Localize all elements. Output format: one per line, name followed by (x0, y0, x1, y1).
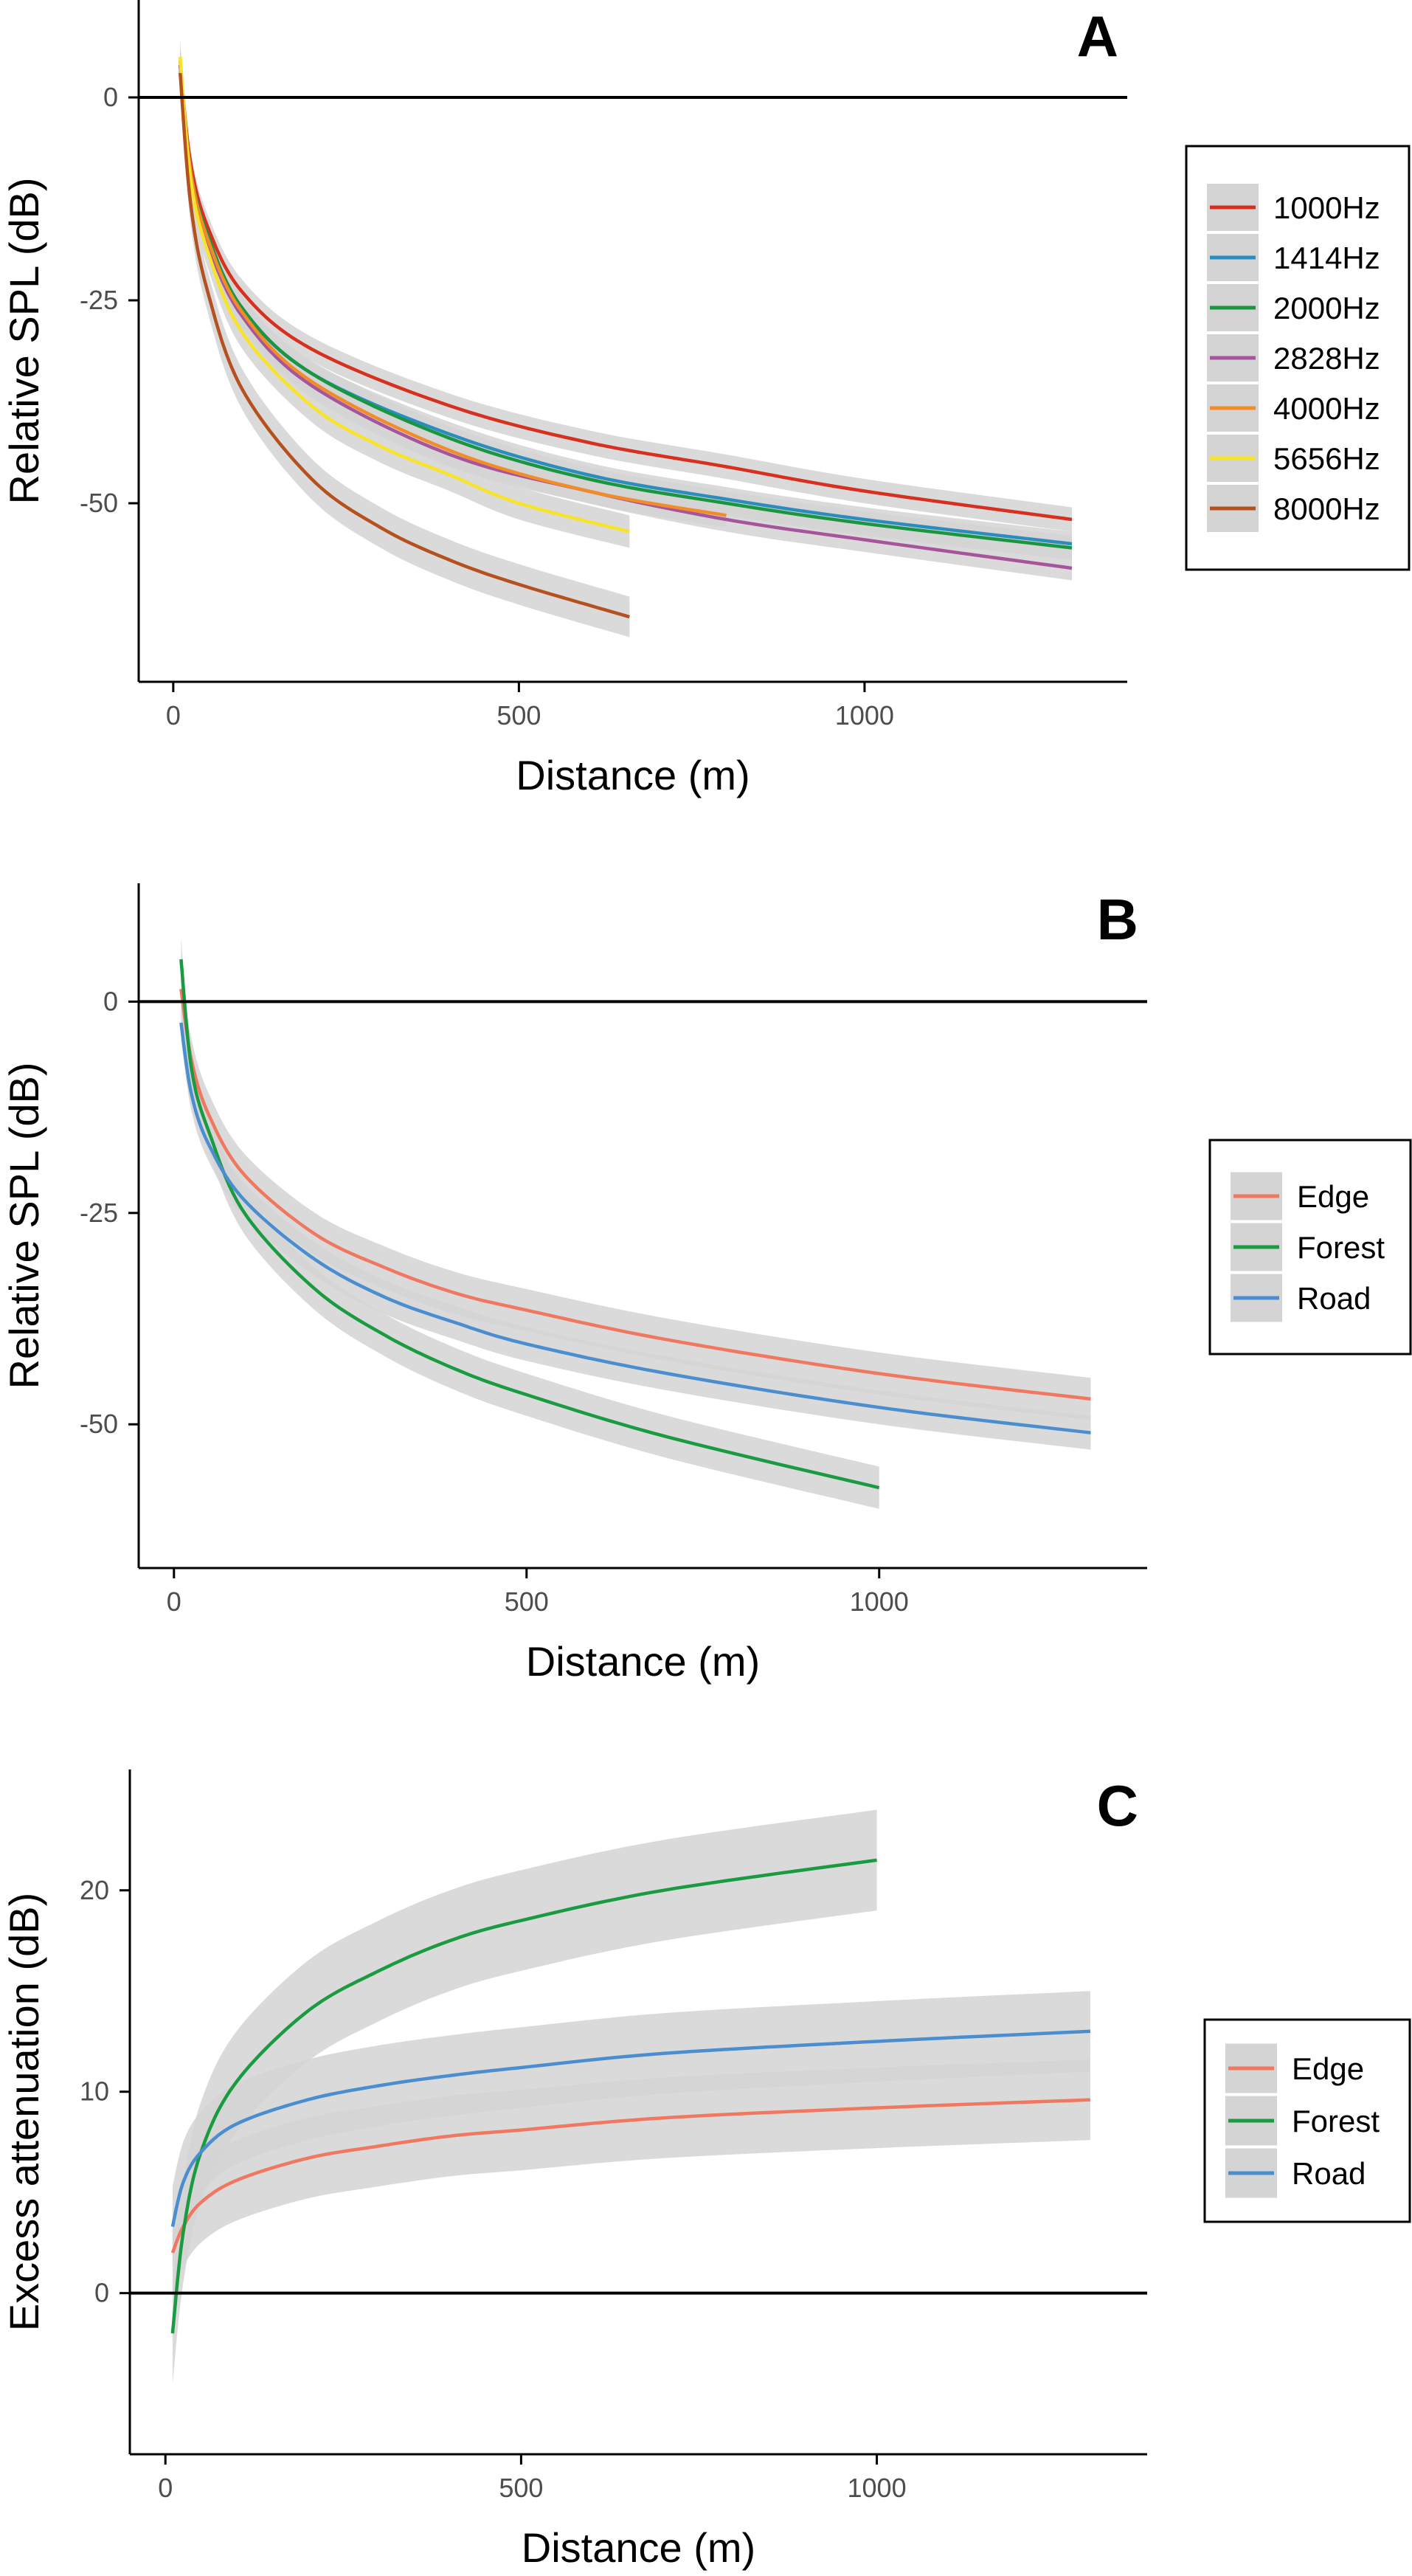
plot-area (178, 41, 1073, 638)
y-tick-label: 0 (94, 2278, 109, 2308)
series-line-road (170, 2029, 1091, 2228)
y-axis-label: Excess attenuation (dB) (1, 1893, 47, 2332)
legend: 1000Hz 1414Hz 2000Hz 2828Hz 4000Hz 5656Hz 8000… (1185, 145, 1411, 571)
y-tick-label: -25 (80, 285, 118, 315)
legend-item-1000hz: 1000Hz (1207, 184, 1380, 231)
x-tick-label: 1000 (835, 700, 894, 731)
legend-item-forest: Forest (1225, 2096, 1380, 2146)
x-tick-label: 0 (167, 1586, 181, 1617)
panel-label: A (1077, 4, 1118, 69)
legend-label: Road (1292, 2156, 1366, 2191)
legend: Edge Forest Road (1203, 2018, 1411, 2223)
legend-item-1414hz: 1414Hz (1207, 234, 1380, 281)
legend-item-4000hz: 4000Hz (1207, 384, 1380, 432)
y-tick-label: -50 (80, 1409, 118, 1439)
confidence-band-8000hz (180, 52, 630, 638)
x-tick-label: 1000 (848, 2473, 907, 2503)
series-line-1000hz (178, 64, 1073, 522)
legend-label: 1414Hz (1273, 241, 1380, 275)
legend: Edge Forest Road (1208, 1139, 1412, 1356)
series-line-forest (170, 1858, 877, 2334)
y-tick-label: 20 (80, 1875, 109, 1905)
y-tick-label: 0 (103, 986, 118, 1016)
confidence-band-road (172, 1991, 1090, 2268)
chart-panel-b: 0 500 1000 0 -25 -50 Distance (m) Relative SPL … (1, 883, 1412, 1685)
x-axis-label: Distance (m) (522, 2524, 755, 2571)
legend-label: 4000Hz (1273, 391, 1380, 426)
legend-item-2000hz: 2000Hz (1207, 284, 1380, 331)
y-tick-label: -25 (80, 1198, 118, 1228)
series-line-edge (170, 2098, 1090, 2254)
legend-item-road: Road (1231, 1274, 1371, 1322)
x-tick-label: 1000 (850, 1586, 909, 1617)
x-axis-label: Distance (m) (526, 1638, 760, 1685)
y-tick-label: 0 (103, 82, 118, 112)
x-tick-label: 0 (158, 2473, 173, 2503)
legend-label: 2000Hz (1273, 291, 1380, 325)
series-line-8000hz (178, 72, 630, 619)
legend-label: 2828Hz (1273, 341, 1380, 376)
legend-label: Edge (1297, 1179, 1369, 1214)
y-axis-label: Relative SPL (dB) (1, 1063, 47, 1389)
confidence-band-road (181, 1006, 1091, 1450)
legend-item-edge: Edge (1231, 1172, 1369, 1220)
series-line-5656hz (178, 56, 630, 533)
y-tick-label: -50 (80, 488, 118, 518)
plot-area (170, 1809, 1091, 2384)
series-line-forest (179, 959, 880, 1490)
legend-item-edge: Edge (1225, 2043, 1364, 2093)
plot-area (179, 938, 1091, 1509)
legend-label: 1000Hz (1273, 190, 1380, 225)
panel-label: C (1097, 1773, 1138, 1838)
legend-label: 8000Hz (1273, 491, 1380, 526)
confidence-band-edge (181, 967, 1091, 1420)
legend-label: 5656Hz (1273, 441, 1380, 476)
legend-label: Forest (1292, 2104, 1380, 2138)
x-tick-label: 500 (505, 1586, 549, 1617)
panel-label: B (1097, 887, 1138, 952)
legend-label: Forest (1297, 1230, 1385, 1265)
series-line-edge (179, 988, 1091, 1401)
legend-label: Edge (1292, 2051, 1364, 2086)
x-axis-label: Distance (m) (516, 752, 750, 798)
chart-panel-c: 0 500 1000 0 10 20 Distance (m) Excess attenuat… (1, 1769, 1411, 2571)
legend-label: Road (1297, 1281, 1371, 1316)
legend-item-5656hz: 5656Hz (1207, 435, 1380, 482)
x-tick-label: 500 (496, 700, 541, 731)
legend-item-2828hz: 2828Hz (1207, 334, 1380, 381)
confidence-band-forest (172, 1809, 877, 2384)
legend-item-forest: Forest (1231, 1223, 1385, 1271)
y-tick-label: 10 (80, 2076, 109, 2107)
confidence-band-1000hz (180, 52, 1073, 532)
confidence-band-5656hz (180, 41, 630, 548)
x-tick-label: 500 (499, 2473, 543, 2503)
x-tick-label: 0 (166, 700, 181, 731)
y-axis-label: Relative SPL (dB) (1, 178, 47, 505)
legend-item-road: Road (1225, 2148, 1366, 2198)
chart-panel-a: 0 500 1000 0 -25 -50 Distance (m) Relative SPL … (1, 0, 1411, 798)
legend-item-8000hz: 8000Hz (1207, 485, 1380, 532)
series-line-road (179, 1022, 1091, 1434)
